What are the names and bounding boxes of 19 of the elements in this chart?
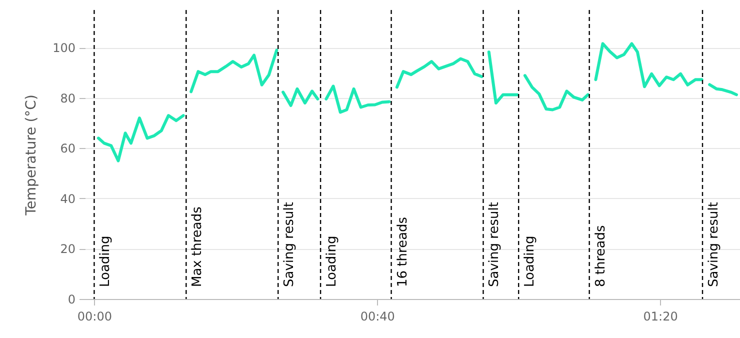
x-tick-label: 01:20 [643,310,678,324]
y-tick-label: 20 [60,242,76,256]
ref-line-label: Loading [98,236,114,287]
y-tick-label: 0 [68,292,76,306]
y-axis-title: Temperature (°C) [24,94,40,216]
ref-line-label: 16 threads [395,216,410,287]
ref-line-label: Saving result [487,202,502,287]
x-tick-label: 00:40 [360,310,395,324]
y-tick-label: 60 [60,142,76,156]
ref-line-label: Loading [522,236,538,287]
x-tick-label: 00:00 [77,310,112,324]
ref-line-label: 8 threads [593,224,608,287]
ref-line-label: Max threads [190,206,206,287]
ref-line-label: Saving result [282,202,298,287]
ref-line-label: Loading [324,236,340,287]
ref-line-label: Saving result [706,202,722,287]
y-tick-label: 40 [60,192,76,206]
y-tick-label: 100 [52,41,76,56]
y-tick-label: 80 [60,91,76,106]
